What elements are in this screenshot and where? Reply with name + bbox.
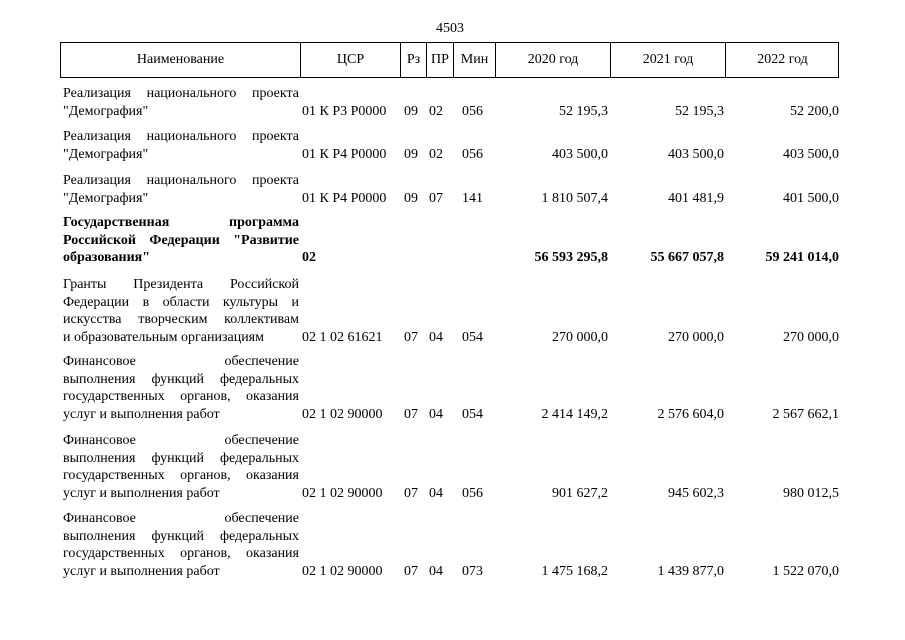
col-divider (610, 43, 611, 77)
row-name-line: государственных органов, оказания (63, 546, 299, 561)
col-divider (426, 43, 427, 77)
cell-csr: 01 К Р3 Р0000 (302, 103, 387, 119)
header-cell: Мин (460, 52, 489, 67)
cell-rz: 07 (404, 406, 418, 422)
header-cell: ЦСР (336, 52, 365, 67)
cell-min: 056 (462, 485, 483, 501)
cell-y2021: 945 602,3 (668, 485, 724, 501)
row-name-line: образования" (63, 250, 151, 265)
row-name-line: Реализация национального проекта (63, 129, 299, 144)
cell-min: 054 (462, 329, 483, 345)
row-name-line: и образовательным организациям (63, 329, 264, 345)
col-divider (495, 43, 496, 77)
cell-csr: 02 (302, 250, 316, 265)
cell-y2020: 270 000,0 (552, 329, 608, 345)
cell-min: 073 (462, 563, 483, 579)
cell-pr: 07 (429, 190, 443, 206)
cell-min: 054 (462, 406, 483, 422)
cell-csr: 02 1 02 90000 (302, 406, 383, 422)
cell-csr: 02 1 02 90000 (302, 563, 383, 579)
row-name-line: искусства творческим коллективам (63, 312, 299, 327)
header-cell: Наименование (136, 52, 225, 67)
cell-rz: 09 (404, 146, 418, 162)
cell-y2021: 270 000,0 (668, 329, 724, 345)
row-name-line: государственных органов, оказания (63, 468, 299, 483)
row-name-line: Государственная программа (63, 215, 299, 230)
row-name-line: Финансовое обеспечение (63, 354, 299, 369)
cell-y2020: 56 593 295,8 (534, 250, 609, 265)
row-name-line: Финансовое обеспечение (63, 511, 299, 526)
cell-y2022: 1 522 070,0 (772, 563, 840, 579)
row-name-line: услуг и выполнения работ (63, 563, 220, 579)
cell-pr: 02 (429, 146, 443, 162)
row-name-line: услуг и выполнения работ (63, 485, 220, 501)
cell-min: 056 (462, 103, 483, 119)
cell-y2020: 52 195,3 (559, 103, 608, 119)
cell-csr: 01 К Р4 Р0000 (302, 146, 387, 162)
cell-csr: 02 1 02 90000 (302, 485, 383, 501)
cell-rz: 07 (404, 485, 418, 501)
header-cell: Рз (406, 52, 421, 67)
row-name-line: Реализация национального проекта (63, 86, 299, 101)
cell-y2022: 403 500,0 (783, 146, 839, 162)
cell-y2022: 52 200,0 (790, 103, 839, 119)
cell-y2022: 2 567 662,1 (772, 406, 840, 422)
cell-min: 141 (462, 190, 483, 206)
cell-pr: 04 (429, 485, 443, 501)
cell-y2022: 980 012,5 (783, 485, 839, 501)
row-name-line: выполнения функций федеральных (63, 450, 299, 466)
row-name-line: выполнения функций федеральных (63, 371, 299, 387)
cell-pr: 04 (429, 406, 443, 422)
row-name-line: Реализация национального проекта (63, 173, 299, 188)
table-header: Наименование ЦСР Рз ПР Мин 2020 год 2021… (60, 42, 839, 78)
page-number: 4503 (436, 21, 464, 36)
row-name-line: "Демография" (63, 146, 149, 162)
cell-y2020: 1 475 168,2 (541, 563, 609, 579)
cell-y2020: 403 500,0 (552, 146, 608, 162)
cell-rz: 09 (404, 103, 418, 119)
header-cell: 2020 год (527, 52, 579, 67)
cell-y2022: 401 500,0 (783, 190, 839, 206)
cell-csr: 02 1 02 61621 (302, 329, 383, 345)
row-name-line: Гранты Президента Российской (63, 277, 299, 292)
col-divider (300, 43, 301, 77)
cell-y2021: 2 576 604,0 (657, 406, 725, 422)
cell-pr: 04 (429, 563, 443, 579)
cell-y2021: 55 667 057,8 (650, 250, 725, 265)
cell-rz: 09 (404, 190, 418, 206)
cell-y2022: 270 000,0 (783, 329, 839, 345)
row-name-line: "Демография" (63, 103, 149, 119)
cell-y2020: 1 810 507,4 (541, 190, 609, 206)
cell-y2021: 52 195,3 (675, 103, 724, 119)
cell-y2021: 401 481,9 (668, 190, 724, 206)
cell-y2020: 901 627,2 (552, 485, 608, 501)
cell-y2020: 2 414 149,2 (541, 406, 609, 422)
col-divider (725, 43, 726, 77)
row-name-line: Финансовое обеспечение (63, 433, 299, 448)
col-divider (453, 43, 454, 77)
cell-y2021: 403 500,0 (668, 146, 724, 162)
cell-pr: 02 (429, 103, 443, 119)
cell-pr: 04 (429, 329, 443, 345)
col-divider (400, 43, 401, 77)
row-name-line: государственных органов, оказания (63, 389, 299, 404)
header-cell: ПР (431, 52, 449, 67)
cell-min: 056 (462, 146, 483, 162)
row-name-line: "Демография" (63, 190, 149, 206)
row-name-line: выполнения функций федеральных (63, 528, 299, 544)
header-cell: 2021 год (642, 52, 694, 67)
cell-y2021: 1 439 877,0 (657, 563, 725, 579)
cell-rz: 07 (404, 329, 418, 345)
header-cell: 2022 год (757, 52, 808, 67)
row-name-line: Российской Федерации "Развитие (63, 232, 299, 248)
row-name-line: Федерации в области культуры и (63, 294, 299, 310)
cell-rz: 07 (404, 563, 418, 579)
row-name-line: услуг и выполнения работ (63, 406, 220, 422)
cell-y2022: 59 241 014,0 (765, 250, 840, 265)
cell-csr: 01 К Р4 Р0000 (302, 190, 387, 206)
